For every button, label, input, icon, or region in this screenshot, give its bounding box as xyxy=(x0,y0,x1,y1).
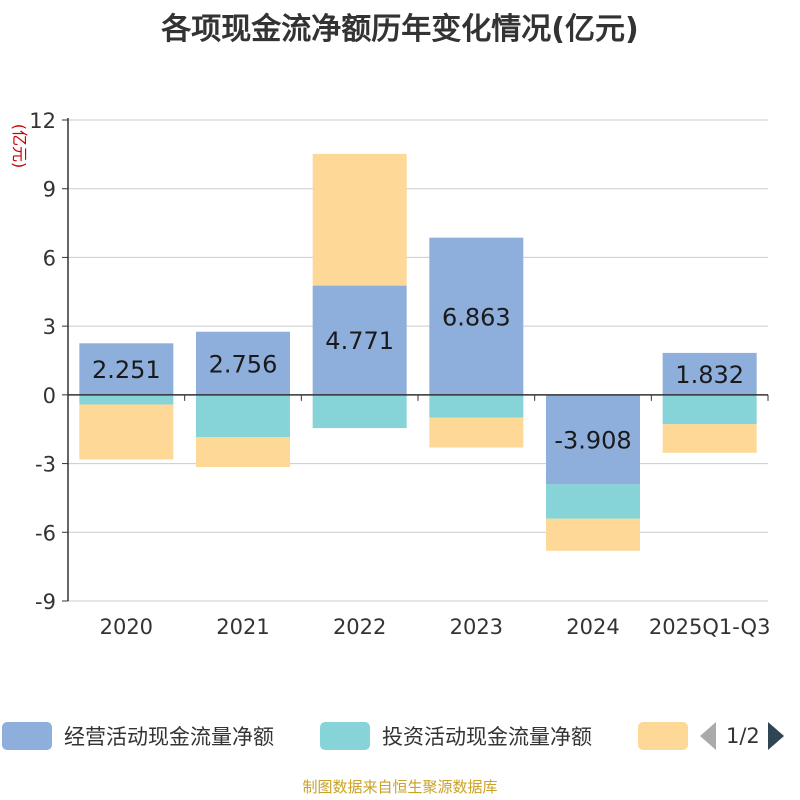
legend-item-investing[interactable]: 投资活动现金流量净额 xyxy=(320,716,592,756)
legend-label-investing: 投资活动现金流量净额 xyxy=(382,725,592,749)
bar-series2-2020 xyxy=(79,404,174,460)
bar-series0-2025Q1-Q3 xyxy=(662,352,757,395)
bar-series2-2021 xyxy=(196,437,290,468)
x-category-label: 2024 xyxy=(566,615,619,639)
x-category-label: 2022 xyxy=(333,615,386,639)
data-label-2021: 2.756 xyxy=(209,350,278,378)
legend: 经营活动现金流量净额 投资活动现金流量净额 xyxy=(0,716,800,756)
y-tick-label: 9 xyxy=(43,178,56,202)
pager-page-text: 1/2 xyxy=(726,724,760,748)
y-tick-label: 12 xyxy=(29,109,56,133)
y-tick-label: -9 xyxy=(35,590,56,614)
bar-series1-2020 xyxy=(79,394,174,405)
chart-title: 各项现金流净额历年变化情况(亿元) xyxy=(161,12,639,47)
y-tick-label: 0 xyxy=(43,384,56,408)
legend-swatch-investing xyxy=(320,722,370,750)
y-tick-label: -6 xyxy=(35,521,56,545)
bar-series0-2023 xyxy=(429,237,524,395)
legend-swatch-operating xyxy=(2,722,52,750)
pager-prev-icon[interactable] xyxy=(700,722,716,750)
x-category-label: 2023 xyxy=(450,615,503,639)
x-category-label: 2020 xyxy=(100,615,153,639)
bar-series2-2023 xyxy=(429,417,524,448)
bar-series0-2024 xyxy=(546,394,640,485)
chart-plot: 12 9 6 3 0 -3 -6 -9 (亿元) 2.251 2.756 4.771 6.863 -3.9… xyxy=(10,109,771,639)
y-axis-label: (亿元) xyxy=(10,124,29,169)
legend-swatch-financing xyxy=(638,722,688,750)
x-category-label: 2025Q1-Q3 xyxy=(649,615,771,639)
bar-series2-2022 xyxy=(312,153,407,286)
bar-series0-2020 xyxy=(79,343,174,395)
bar-series2-2025Q1-Q3 xyxy=(662,424,757,453)
bar-series1-2023 xyxy=(429,394,524,418)
y-tick-label: -3 xyxy=(35,453,56,477)
bar-series1-2022 xyxy=(312,394,407,429)
bar-series1-2025Q1-Q3 xyxy=(662,394,757,425)
bar-series1-2024 xyxy=(546,484,640,519)
data-label-2025Q1-Q3: 1.832 xyxy=(675,361,744,389)
data-source-note: 制图数据来自恒生聚源数据库 xyxy=(302,778,498,796)
legend-item-financing[interactable] xyxy=(638,716,688,756)
legend-item-operating[interactable]: 经营活动现金流量净额 xyxy=(2,716,274,756)
pager-next-icon[interactable] xyxy=(767,722,784,750)
data-label-2023: 6.863 xyxy=(442,303,511,331)
y-tick-label: 3 xyxy=(43,315,56,339)
bar-series0-2022 xyxy=(312,285,407,395)
bar-series1-2021 xyxy=(196,394,290,438)
x-category-label: 2021 xyxy=(216,615,269,639)
data-label-2022: 4.771 xyxy=(325,327,394,355)
bar-series0-2021 xyxy=(196,331,290,395)
legend-label-operating: 经营活动现金流量净额 xyxy=(64,725,274,749)
bar-series2-2024 xyxy=(546,518,640,551)
legend-pager: 1/2 xyxy=(700,716,784,756)
data-label-2024: -3.908 xyxy=(554,427,631,455)
data-label-2020: 2.251 xyxy=(92,356,161,384)
y-tick-label: 6 xyxy=(43,246,56,270)
